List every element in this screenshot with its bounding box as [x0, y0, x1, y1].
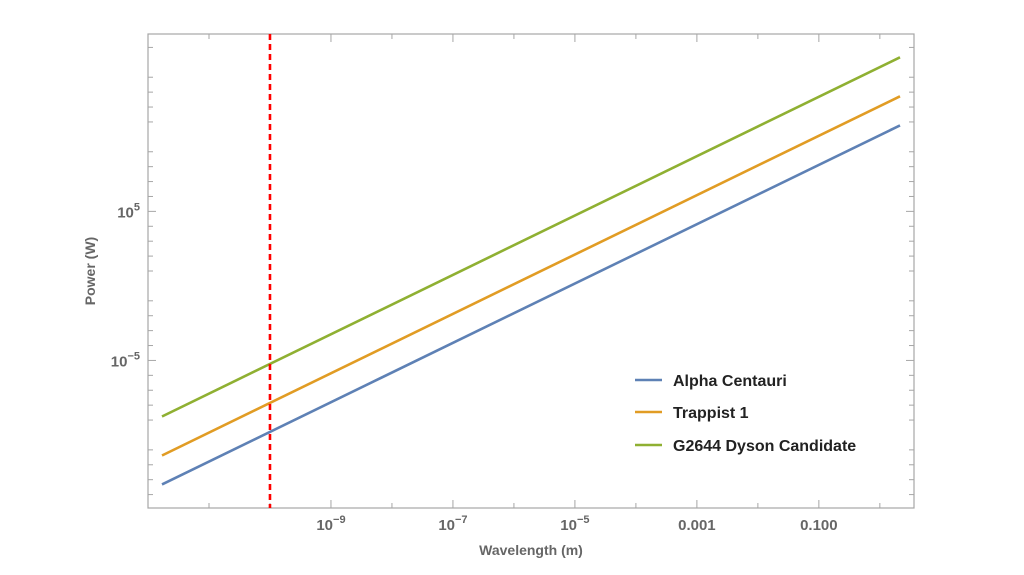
series-lines: [161, 56, 901, 486]
x-tick-labels: 10−9 10−7 10−5 0.001 0.100: [316, 514, 837, 534]
y-axis-title: Power (W): [82, 237, 98, 305]
x-tick-label: 0.001: [678, 517, 716, 534]
legend-item-trappist-1: Trappist 1: [635, 405, 749, 422]
legend-label-g2644-dyson-candidate: G2644 Dyson Candidate: [673, 438, 856, 455]
series-line-trappist-1: [161, 95, 901, 457]
legend: Alpha Centauri Trappist 1 G2644 Dyson Ca…: [635, 373, 856, 455]
y-tick-label: 10−5: [111, 350, 140, 370]
x-axis-title: Wavelength (m): [479, 542, 583, 558]
legend-label-alpha-centauri: Alpha Centauri: [673, 373, 787, 390]
x-tick-label: 10−5: [560, 514, 589, 534]
legend-item-alpha-centauri: Alpha Centauri: [635, 373, 787, 390]
y-tick-label: 105: [117, 201, 140, 221]
series-line-alpha-centauri: [161, 124, 901, 486]
x-tick-label: 0.100: [800, 517, 838, 534]
x-tick-label: 10−9: [316, 514, 345, 534]
x-tick-label: 10−7: [438, 514, 467, 534]
plot-frame: [147, 33, 915, 509]
legend-item-g2644-dyson-candidate: G2644 Dyson Candidate: [635, 438, 856, 455]
legend-label-trappist-1: Trappist 1: [673, 405, 749, 422]
series-line-g2644-dyson-candidate: [161, 56, 901, 418]
y-tick-labels: 105 10−5: [111, 201, 140, 370]
